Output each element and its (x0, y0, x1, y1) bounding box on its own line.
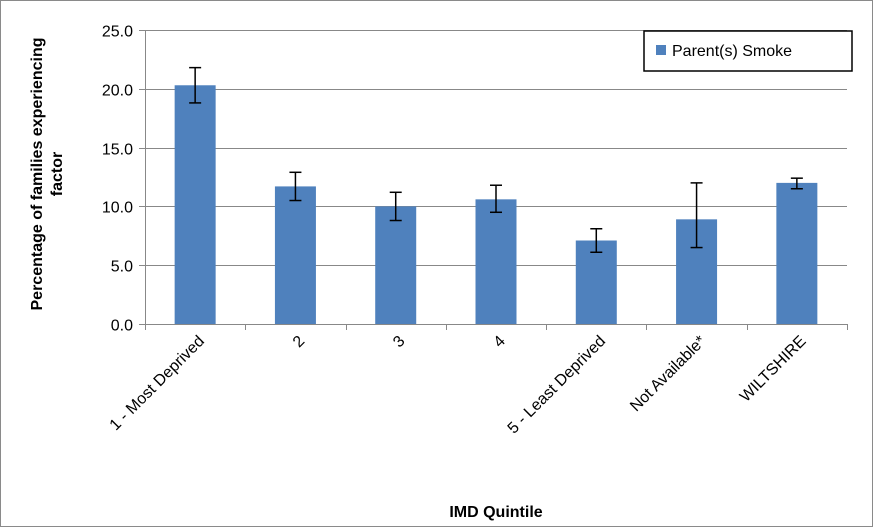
y-tick-label: 25.0 (102, 24, 133, 41)
bars (174, 85, 818, 324)
error-bar (690, 182, 703, 249)
y-tick-label: 10.0 (102, 200, 133, 217)
y-tick-labels: 0.0 5.0 10.0 15.0 20.0 25.0 (102, 24, 133, 335)
y-tick-label: 5.0 (111, 259, 133, 276)
x-axis-title: IMD Quintile (449, 504, 542, 521)
error-bar (189, 66, 202, 104)
y-tick-label: 15.0 (102, 142, 133, 159)
bar (776, 182, 818, 324)
legend-box (643, 30, 853, 72)
y-axis-title-line-2: factor (49, 152, 66, 196)
y-tick-label: 20.0 (102, 83, 133, 100)
error-bar (590, 227, 603, 254)
bar (375, 206, 417, 324)
bar (475, 199, 517, 324)
bar (174, 85, 216, 324)
error-bar (389, 191, 402, 222)
error-bar (289, 171, 302, 202)
y-axis-title-line-1: Percentage of families experiencing (29, 38, 46, 311)
bar (274, 186, 316, 324)
axes (139, 30, 848, 330)
bar (575, 240, 617, 324)
legend-swatch (656, 45, 666, 55)
error-bar (790, 177, 803, 190)
y-tick-label: 0.0 (111, 318, 133, 335)
error-bars (189, 66, 803, 254)
legend: Parent(s) Smoke (643, 30, 853, 72)
error-bar (490, 184, 502, 214)
legend-label: Parent(s) Smoke (672, 43, 792, 60)
